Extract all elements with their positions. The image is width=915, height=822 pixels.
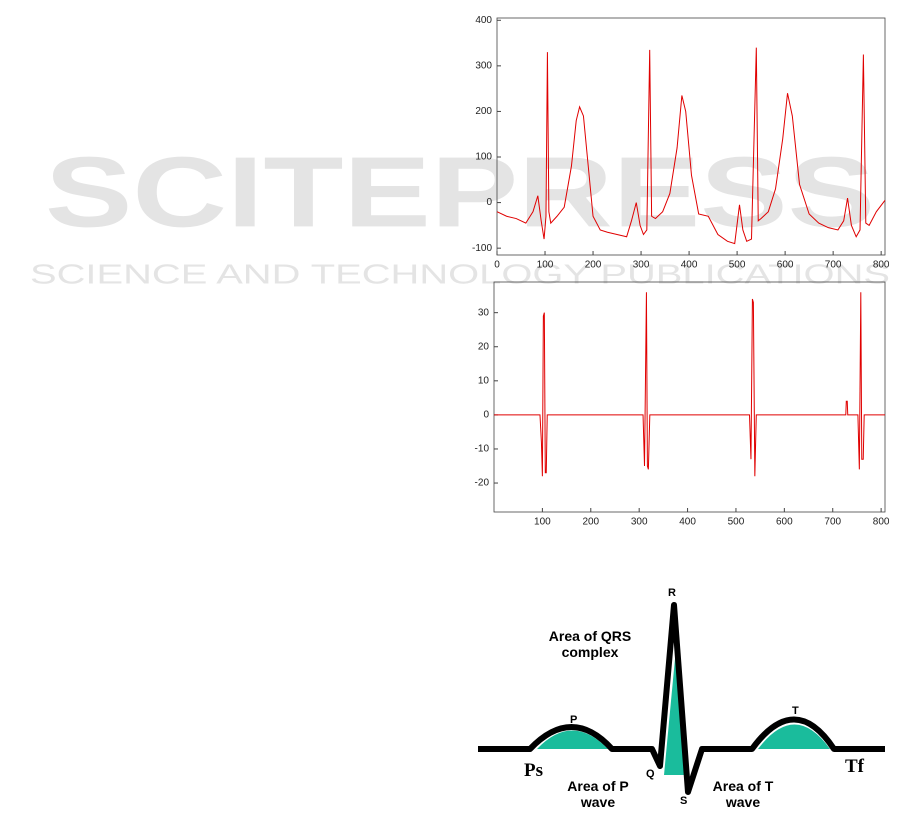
t-label: T bbox=[792, 705, 799, 717]
y-tick-label: 0 bbox=[483, 410, 489, 421]
t-area bbox=[758, 724, 830, 749]
x-tick-label: 700 bbox=[824, 517, 841, 528]
x-tick-label: 200 bbox=[585, 260, 602, 271]
y-tick-label: -100 bbox=[472, 243, 492, 254]
p-label: P bbox=[570, 714, 578, 726]
y-tick-label: 30 bbox=[478, 307, 490, 318]
y-tick-label: 200 bbox=[475, 106, 492, 117]
s-label: S bbox=[680, 795, 688, 807]
x-tick-label: 100 bbox=[534, 517, 551, 528]
x-tick-label: 100 bbox=[537, 260, 554, 271]
watermark-subtitle: SCIENCE AND TECHNOLOGY PUBLICATIONS bbox=[30, 258, 890, 289]
x-tick-label: 500 bbox=[729, 260, 746, 271]
x-tick-label: 400 bbox=[679, 517, 696, 528]
y-tick-label: 20 bbox=[478, 341, 490, 352]
watermark-title: SCITEPRESS bbox=[45, 136, 875, 248]
qrs-area bbox=[664, 648, 684, 775]
x-tick-label: 200 bbox=[582, 517, 599, 528]
signal-line bbox=[494, 292, 885, 477]
x-tick-label: 0 bbox=[494, 260, 500, 271]
x-tick-label: 700 bbox=[825, 260, 842, 271]
ecg-diagram bbox=[478, 602, 885, 795]
ecg-wave bbox=[478, 602, 885, 795]
x-tick-label: 400 bbox=[681, 260, 698, 271]
qrs-area-label: Area of QRS complex bbox=[548, 628, 632, 660]
y-tick-label: -10 bbox=[475, 444, 490, 455]
p-area bbox=[537, 730, 608, 749]
x-tick-label: 600 bbox=[776, 517, 793, 528]
plot-frame bbox=[496, 17, 886, 256]
x-tick-label: 800 bbox=[873, 517, 890, 528]
p-area-label: Area of P wave bbox=[567, 778, 629, 810]
q-label: Q bbox=[646, 768, 655, 780]
r-label: R bbox=[668, 587, 676, 599]
y-tick-label: -20 bbox=[475, 478, 490, 489]
t-area-label: Area of T wave bbox=[712, 778, 774, 810]
x-tick-label: 300 bbox=[631, 517, 648, 528]
signal-line bbox=[496, 47, 886, 245]
x-tick-label: 300 bbox=[633, 260, 650, 271]
y-tick-label: 0 bbox=[486, 197, 492, 208]
tf-label: Tf bbox=[845, 756, 864, 777]
x-tick-label: 500 bbox=[728, 517, 745, 528]
y-tick-label: 10 bbox=[478, 375, 490, 386]
y-tick-label: 100 bbox=[475, 152, 492, 163]
y-tick-label: 300 bbox=[475, 60, 492, 71]
x-tick-label: 800 bbox=[873, 260, 890, 271]
y-tick-label: 400 bbox=[475, 15, 492, 26]
plot-frame bbox=[493, 281, 886, 513]
ps-label: Ps bbox=[524, 760, 543, 781]
x-tick-label: 600 bbox=[777, 260, 794, 271]
